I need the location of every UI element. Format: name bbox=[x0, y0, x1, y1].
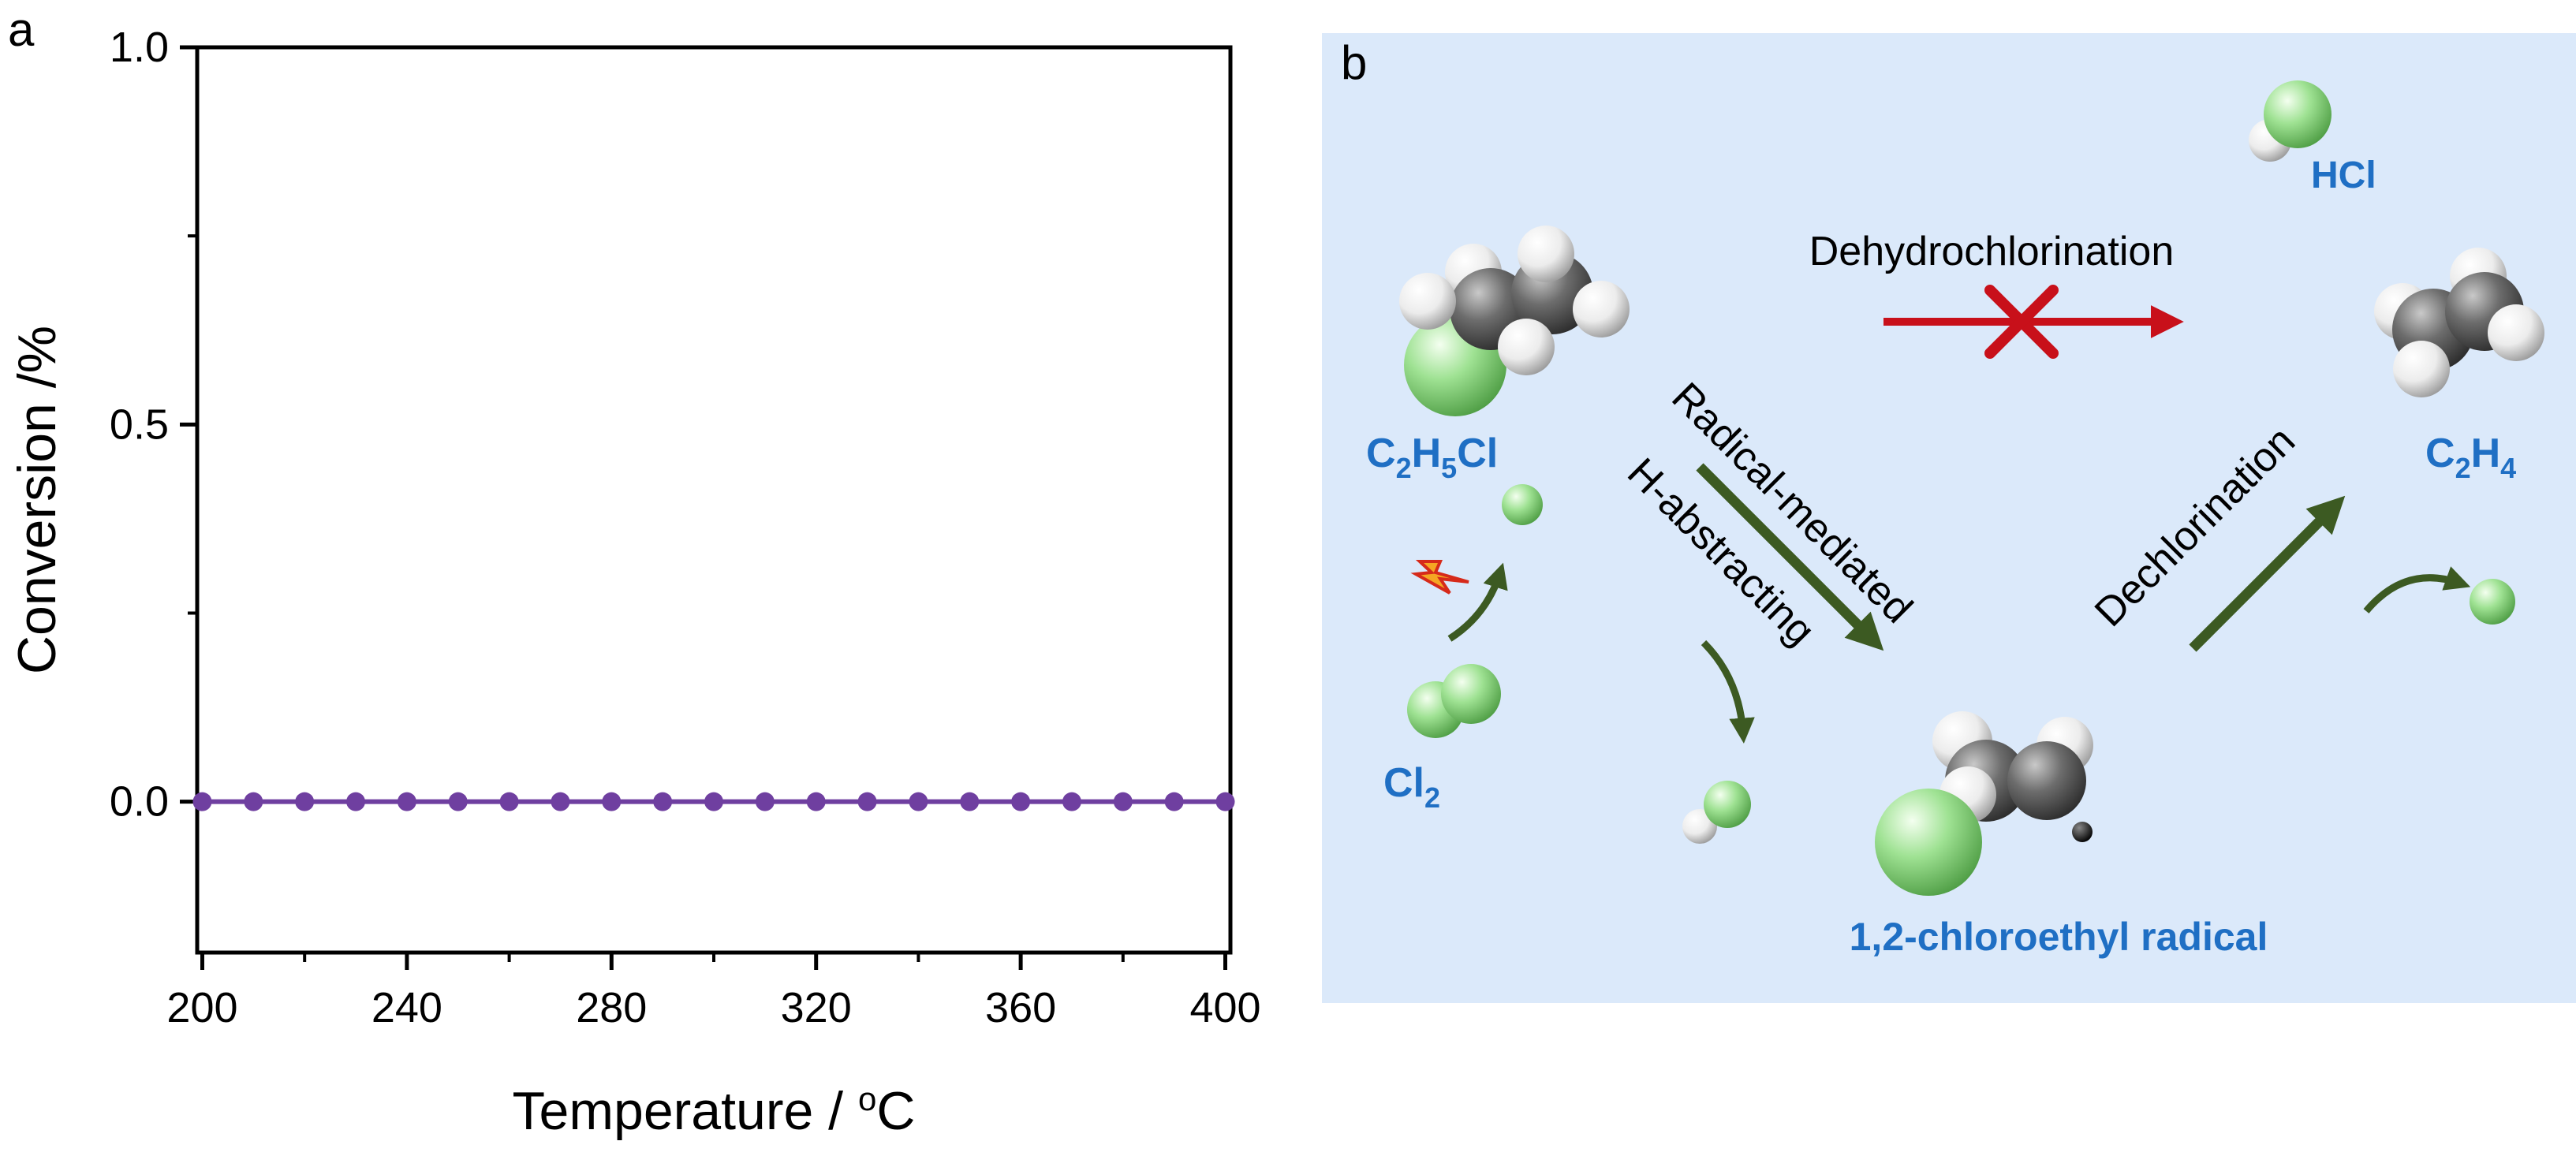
x-tick-label: 320 bbox=[781, 984, 852, 1031]
data-point bbox=[704, 792, 723, 811]
y-axis: 0.0 0.5 1.0 bbox=[110, 24, 197, 826]
data-point bbox=[448, 792, 468, 811]
x-axis-label: Temperature / oC bbox=[513, 1080, 916, 1141]
data-point bbox=[960, 792, 980, 811]
data-point bbox=[806, 792, 826, 811]
data-point bbox=[909, 792, 928, 811]
blocked-cross-icon bbox=[1984, 285, 2059, 359]
cl-release-arrow bbox=[2363, 566, 2471, 613]
panel-b-label: b bbox=[1341, 36, 1367, 89]
h-abstraction-arrow bbox=[1696, 463, 1884, 651]
dechlorination-arrow bbox=[2189, 495, 2346, 652]
panel-b: b HCl Dehydrochlorination C2H5Cl bbox=[1322, 33, 2576, 1003]
x-tick-label: 200 bbox=[166, 984, 237, 1031]
y-axis-label: Conversion /% bbox=[7, 326, 67, 674]
hcl-label: HCl bbox=[2311, 155, 2376, 196]
data-point bbox=[653, 792, 673, 811]
data-point bbox=[1113, 792, 1133, 811]
data-point bbox=[1164, 792, 1184, 811]
hcl-release-arrow bbox=[1701, 640, 1755, 744]
x-axis: 200 240 280 320 360 400 bbox=[166, 953, 1261, 1031]
released-chlorine-atom bbox=[2470, 579, 2515, 625]
y-tick-label: 0.5 bbox=[110, 401, 169, 448]
chloroethyl-radical-molecule bbox=[1875, 711, 2093, 896]
chloroethane-molecule bbox=[1399, 226, 1630, 416]
x-tick-label: 360 bbox=[985, 984, 1056, 1031]
x-tick-label: 240 bbox=[371, 984, 442, 1031]
data-point bbox=[1011, 792, 1031, 811]
data-point bbox=[499, 792, 519, 811]
chlorine-molecule bbox=[1407, 664, 1501, 738]
chlorine-radical-atom bbox=[1502, 484, 1543, 525]
panel-a: a 0.0 0.5 1.0 200 240 280 320 360 400 Conversio… bbox=[7, 3, 1261, 1141]
y-tick-label: 0.0 bbox=[110, 778, 169, 826]
series-layer bbox=[192, 792, 1235, 811]
x-tick-label: 400 bbox=[1189, 984, 1260, 1031]
chloroethyl-radical-label: 1,2-chloroethyl radical bbox=[1850, 915, 2268, 959]
x-tick-label: 280 bbox=[576, 984, 647, 1031]
hcl-byproduct-molecule bbox=[1682, 781, 1751, 844]
data-point bbox=[295, 792, 315, 811]
plot-frame bbox=[195, 45, 1233, 955]
chloroethane-label: C2H5Cl bbox=[1366, 431, 1498, 484]
data-point bbox=[551, 792, 570, 811]
data-point bbox=[397, 792, 416, 811]
data-point bbox=[1062, 792, 1081, 811]
y-tick-label: 1.0 bbox=[110, 24, 169, 71]
photolysis-arrow bbox=[1447, 562, 1508, 642]
data-point bbox=[192, 792, 212, 811]
data-point bbox=[857, 792, 877, 811]
data-point bbox=[1215, 792, 1235, 811]
lightning-icon bbox=[1410, 560, 1469, 595]
data-point bbox=[346, 792, 366, 811]
ethylene-label: C2H4 bbox=[2425, 431, 2516, 484]
data-point bbox=[602, 792, 622, 811]
dehydrochlorination-label: Dehydrochlorination bbox=[1809, 229, 2175, 274]
ethylene-molecule bbox=[2374, 248, 2544, 397]
chlorine-label: Cl2 bbox=[1383, 760, 1440, 814]
hcl-molecule bbox=[2249, 80, 2331, 162]
data-point bbox=[755, 792, 775, 811]
panel-a-label: a bbox=[8, 3, 35, 56]
data-point bbox=[244, 792, 263, 811]
